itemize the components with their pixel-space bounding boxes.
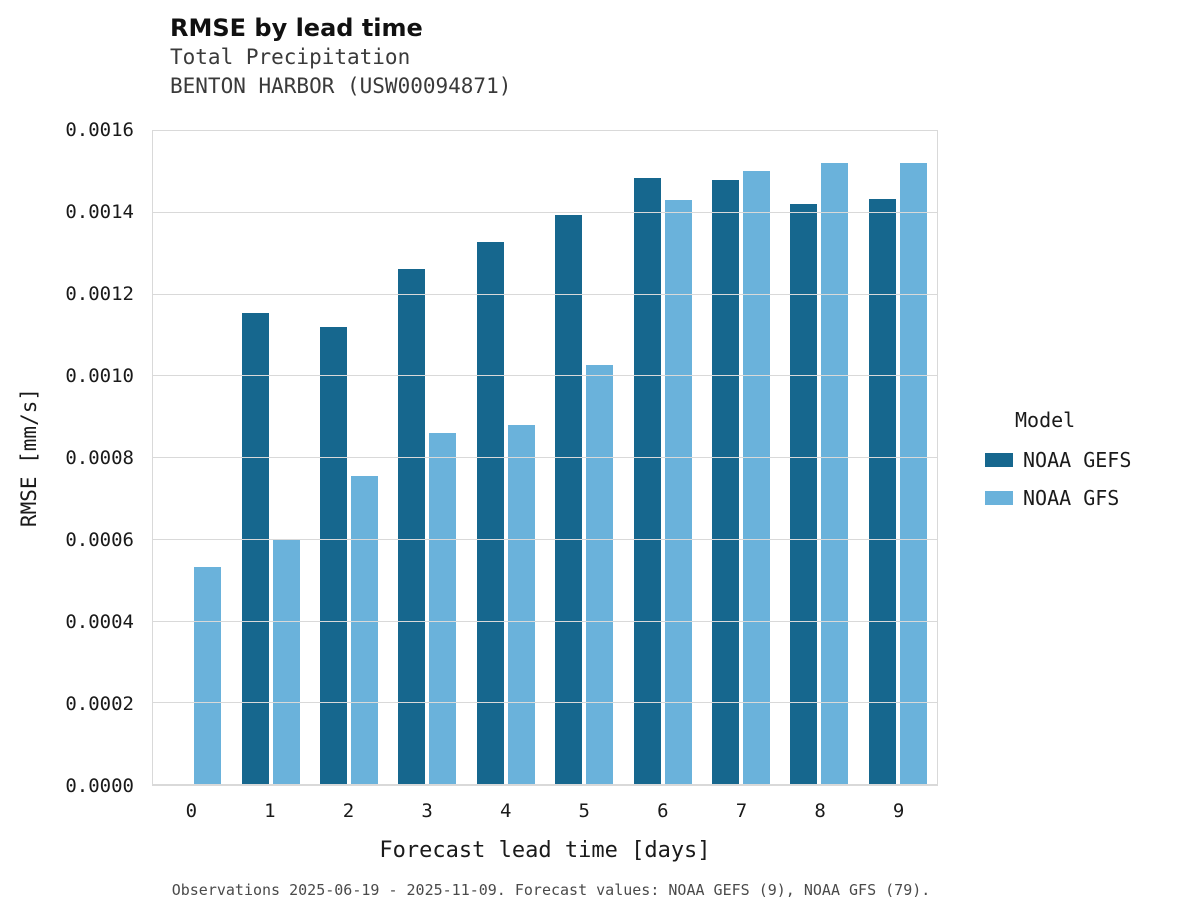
gridline xyxy=(153,784,937,785)
legend-label-noaa-gefs: NOAA GEFS xyxy=(1023,448,1132,472)
x-tick-label: 1 xyxy=(264,800,276,822)
bar-noaa-gfs-lead-2 xyxy=(351,476,379,785)
legend-swatch-noaa-gfs xyxy=(985,491,1013,505)
bar-groups xyxy=(153,131,937,785)
bar-noaa-gefs-lead-3 xyxy=(398,268,426,785)
x-axis-label: Forecast lead time [days] xyxy=(379,838,711,863)
gridline xyxy=(153,702,937,704)
bar-noaa-gfs-lead-9 xyxy=(899,162,927,785)
gridline xyxy=(153,457,937,458)
bar-noaa-gefs-lead-5 xyxy=(555,214,583,785)
y-axis-ticks: 0.0000 0.0002 0.0004 0.0006 0.0008 0.0010 0.00… xyxy=(0,119,142,797)
x-tick-label: 0 xyxy=(185,800,198,822)
bar-group-lead-5 xyxy=(545,131,623,785)
y-tick-label: 0.0006 xyxy=(65,529,134,551)
bar-noaa-gefs-lead-8 xyxy=(790,203,818,785)
y-tick-label: 0.0010 xyxy=(65,365,134,387)
gridline xyxy=(153,375,937,377)
bar-noaa-gfs-lead-0 xyxy=(194,566,222,785)
legend-label-noaa-gfs: NOAA GFS xyxy=(1023,486,1120,510)
bar-noaa-gefs-lead-2 xyxy=(320,327,348,785)
chart-subtitle-variable: Total Precipitation xyxy=(170,44,411,69)
bar-noaa-gefs-lead-9 xyxy=(868,198,896,785)
legend: Model NOAA GEFS NOAA GFS xyxy=(985,408,1131,524)
y-tick-label: 0.0002 xyxy=(65,693,134,715)
legend-item-noaa-gfs: NOAA GFS xyxy=(985,486,1131,510)
gridline xyxy=(153,538,937,540)
bar-noaa-gefs-lead-7 xyxy=(712,179,740,785)
legend-item-noaa-gefs: NOAA GEFS xyxy=(985,448,1131,472)
bar-group-lead-8 xyxy=(780,131,858,785)
bar-group-lead-7 xyxy=(702,131,780,785)
x-tick-label: 6 xyxy=(657,800,669,822)
bar-group-lead-6 xyxy=(623,131,701,785)
bar-group-lead-1 xyxy=(231,131,309,785)
x-tick-label: 5 xyxy=(578,800,590,822)
gridline xyxy=(153,620,937,622)
gridline xyxy=(153,211,937,213)
x-tick-label: 4 xyxy=(499,800,512,822)
bar-noaa-gefs-lead-4 xyxy=(476,241,504,785)
chart-header: RMSE by lead time Total Precipitation BE… xyxy=(170,14,511,102)
bar-group-lead-2 xyxy=(310,131,388,785)
x-tick-label: 3 xyxy=(421,800,433,822)
bar-group-lead-3 xyxy=(388,131,466,785)
bar-noaa-gfs-lead-8 xyxy=(821,162,849,785)
x-tick-label: 2 xyxy=(342,800,355,822)
y-tick-label: 0.0014 xyxy=(65,201,134,223)
figure-caption: Observations 2025-06-19 - 2025-11-09. Fo… xyxy=(171,881,931,899)
bar-noaa-gefs-lead-6 xyxy=(633,178,661,785)
bar-group-lead-4 xyxy=(467,131,545,785)
y-tick-label: 0.0000 xyxy=(65,775,134,797)
bar-noaa-gfs-lead-5 xyxy=(586,365,614,785)
y-tick-label: 0.0016 xyxy=(65,119,134,141)
bar-group-lead-9 xyxy=(859,131,937,785)
chart-title: RMSE by lead time xyxy=(170,14,423,42)
legend-title: Model xyxy=(1015,408,1076,432)
y-tick-label: 0.0008 xyxy=(65,447,134,469)
bar-noaa-gfs-lead-7 xyxy=(743,171,771,785)
x-tick-label: 8 xyxy=(814,800,826,822)
bar-noaa-gfs-lead-6 xyxy=(664,199,692,785)
bar-noaa-gfs-lead-3 xyxy=(429,433,457,785)
bar-noaa-gfs-lead-4 xyxy=(507,425,535,785)
bar-noaa-gefs-lead-1 xyxy=(241,313,269,785)
legend-swatch-noaa-gefs xyxy=(985,453,1013,467)
chart-subtitle-station: BENTON HARBOR (USW00094871) xyxy=(170,74,512,99)
bar-group-lead-0 xyxy=(153,131,231,785)
y-tick-label: 0.0012 xyxy=(65,283,134,305)
x-axis-ticks: 0 1 2 3 4 5 6 7 8 9 xyxy=(152,800,938,822)
x-tick-label: 7 xyxy=(735,800,748,822)
y-tick-label: 0.0004 xyxy=(65,611,134,633)
plot-area xyxy=(152,130,938,786)
gridline xyxy=(153,130,937,131)
gridline xyxy=(153,293,937,295)
bar-noaa-gfs-lead-1 xyxy=(272,538,300,785)
x-tick-label: 9 xyxy=(892,800,905,822)
